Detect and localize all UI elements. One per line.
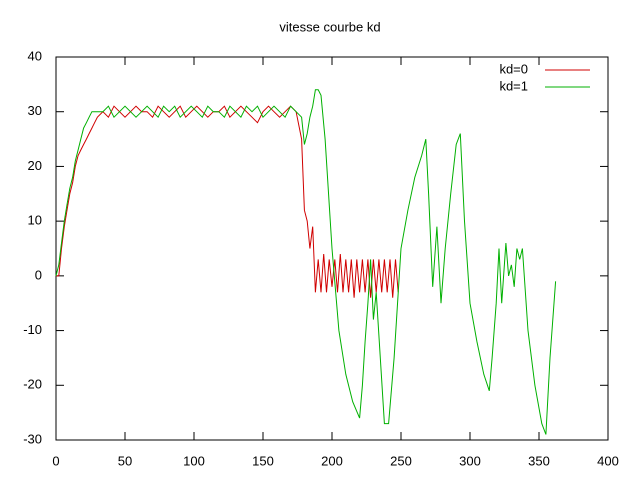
- series-line: [56, 105, 399, 298]
- y-tick-label: -10: [23, 322, 42, 337]
- chart-title: vitesse courbe kd: [279, 19, 380, 34]
- x-tick-label: 100: [183, 453, 205, 468]
- y-tick-label: 40: [28, 48, 42, 63]
- x-tick-label: 50: [118, 453, 132, 468]
- x-tick-label: 150: [252, 453, 274, 468]
- series-line: [55, 89, 557, 435]
- y-tick-label: 10: [28, 213, 42, 228]
- x-tick-label: 350: [528, 453, 550, 468]
- x-tick-label: 400: [597, 453, 619, 468]
- x-tick-label: 0: [52, 453, 59, 468]
- y-tick-label: -20: [23, 377, 42, 392]
- y-tick-label: 30: [28, 103, 42, 118]
- y-tick-label: -30: [23, 431, 42, 446]
- x-tick-label: 300: [459, 453, 481, 468]
- y-tick-label: 0: [35, 267, 42, 282]
- x-tick-label: 200: [321, 453, 343, 468]
- legend-label: kd=0: [499, 61, 528, 76]
- legend-label: kd=1: [499, 78, 528, 93]
- y-tick-label: 20: [28, 158, 42, 173]
- x-tick-label: 250: [390, 453, 412, 468]
